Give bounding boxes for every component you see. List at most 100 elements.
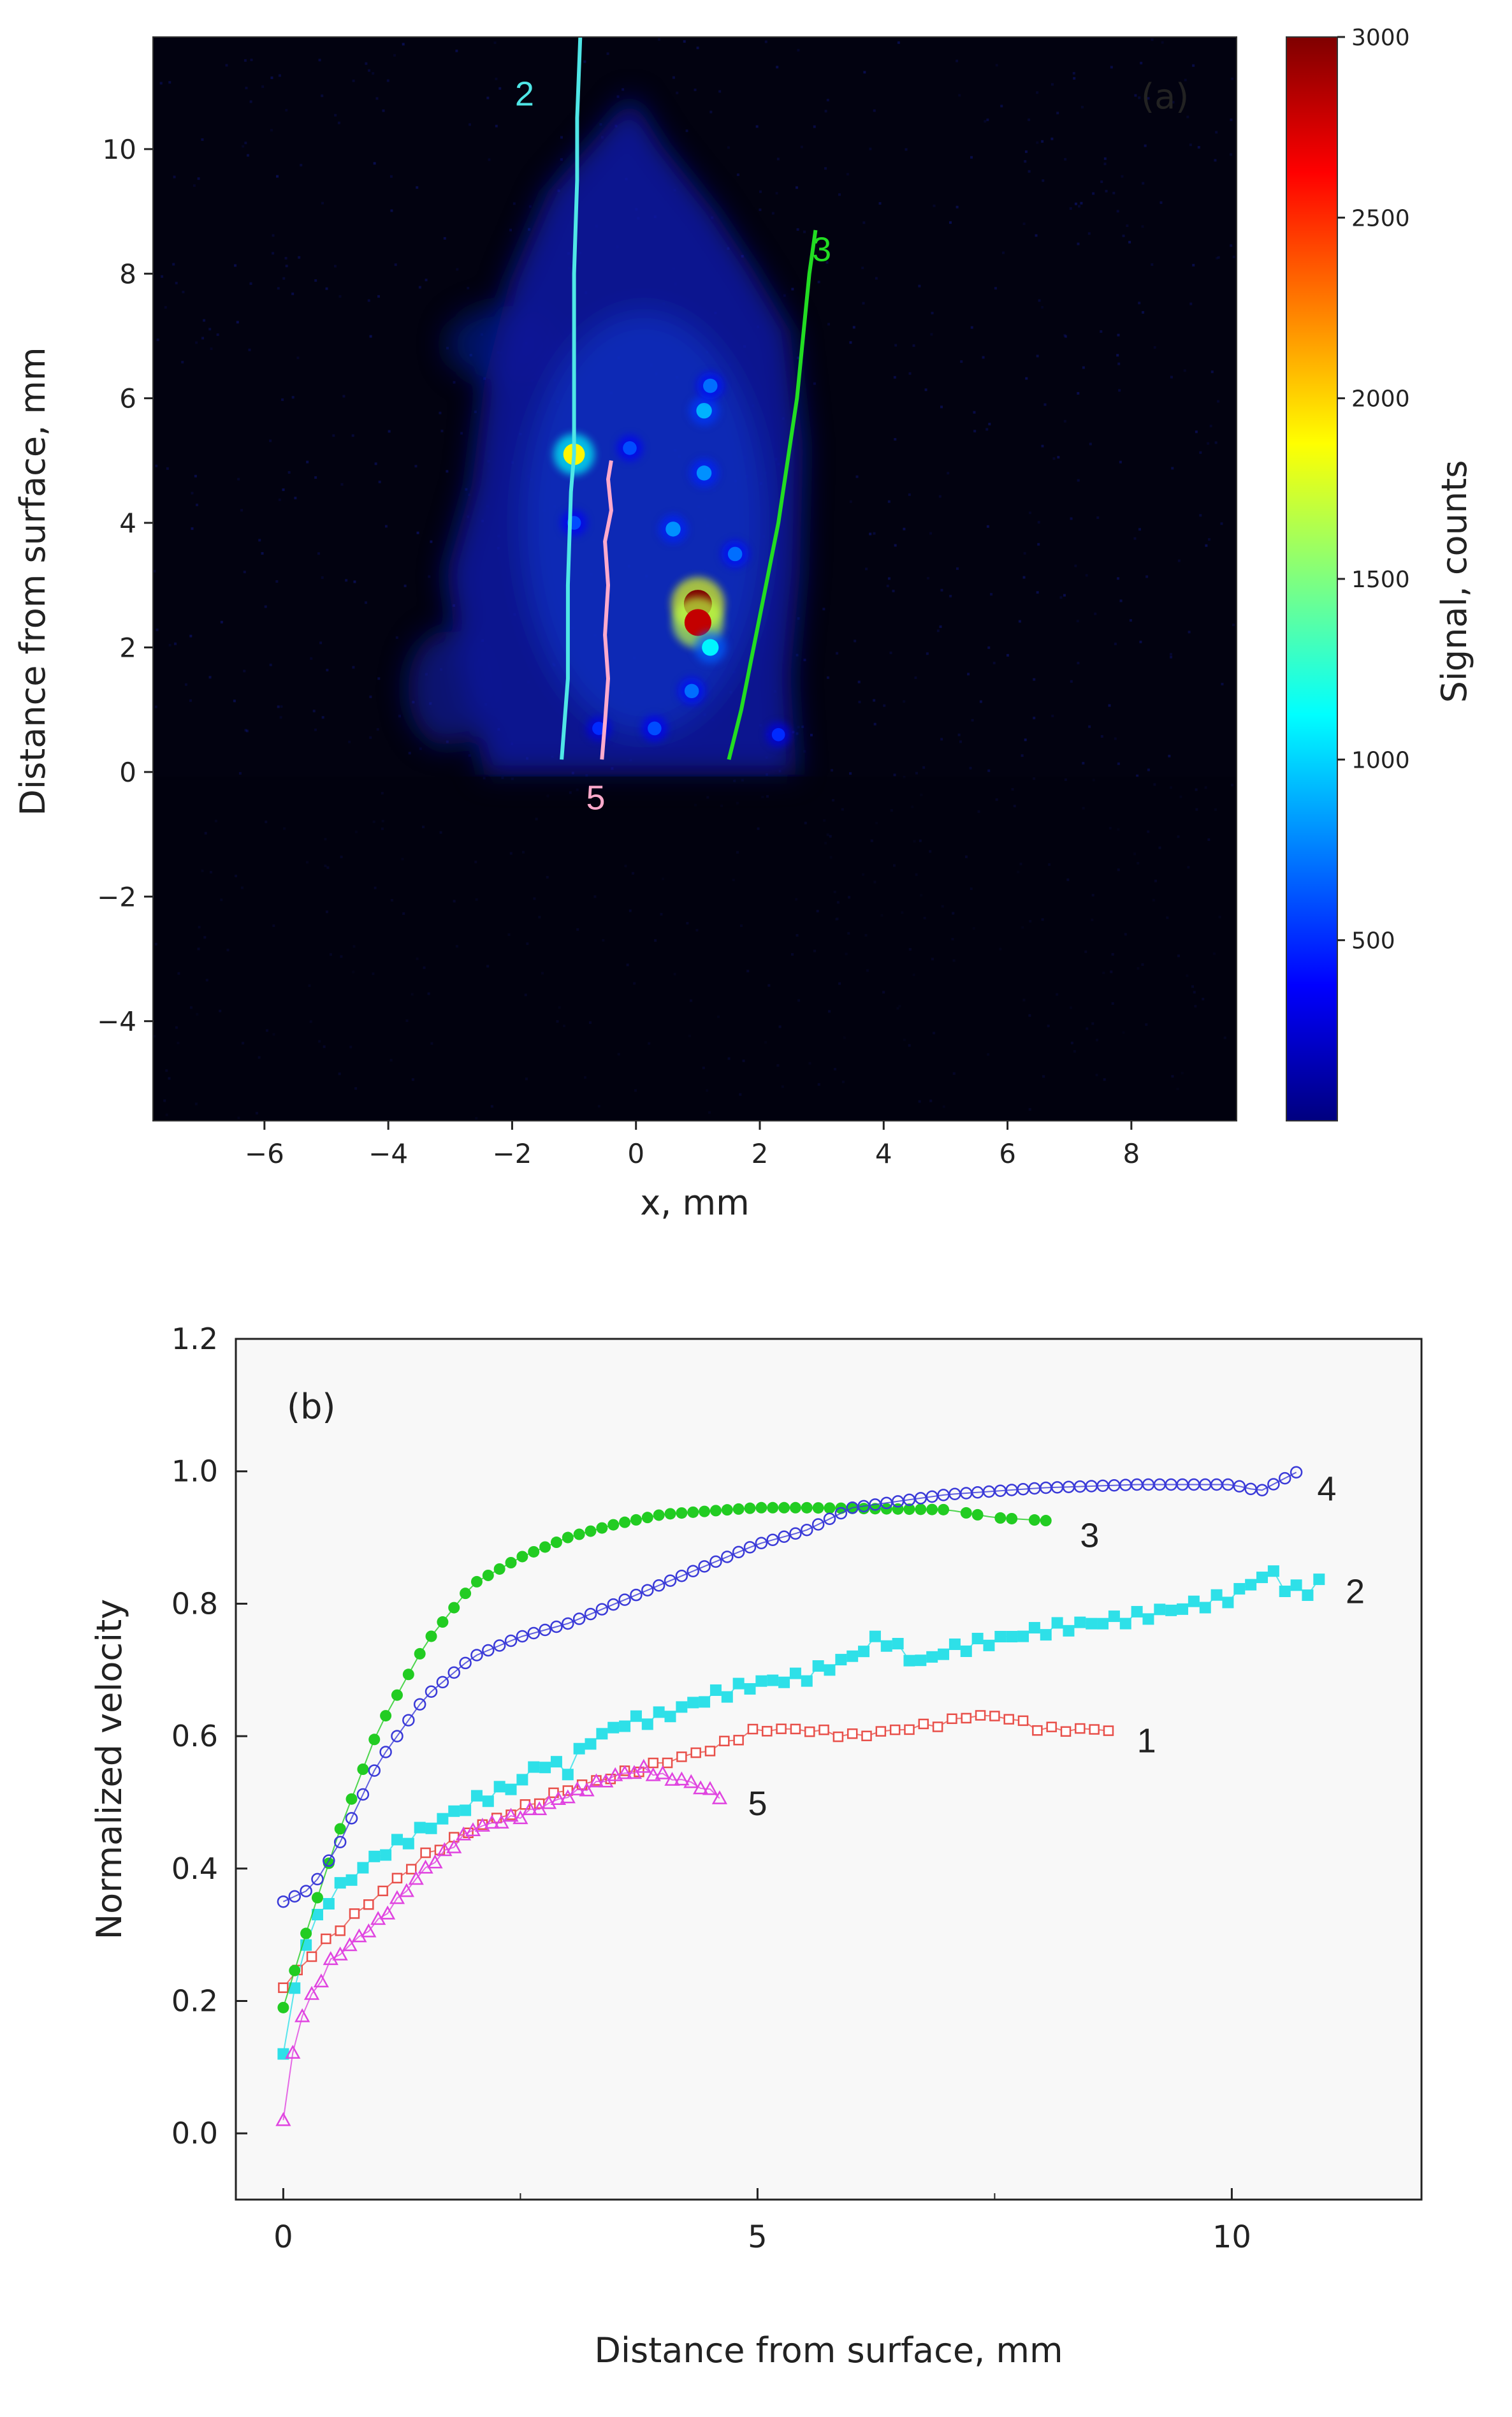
data-point: [1108, 1610, 1120, 1623]
noise-pixel: [240, 509, 244, 512]
noise-pixel: [795, 186, 798, 189]
noise-pixel: [1195, 430, 1198, 434]
colorbar: 500 1000 1500 2000 2500 3000 Signal, counts: [1286, 25, 1474, 1121]
data-point: [824, 1664, 836, 1676]
noise-pixel: [1028, 118, 1031, 121]
y-tick-label: 1.0: [171, 1454, 218, 1489]
data-point: [938, 1503, 950, 1515]
noise-pixel: [718, 90, 722, 93]
noise-pixel: [1103, 163, 1107, 166]
data-point: [398, 1883, 414, 1897]
noise-pixel: [194, 474, 197, 478]
noise-pixel: [1088, 725, 1091, 728]
noise-pixel: [208, 676, 212, 679]
noise-pixel: [1036, 91, 1039, 94]
data-point: [721, 1504, 733, 1516]
noise-pixel: [973, 411, 976, 414]
noise-pixel: [242, 145, 245, 148]
data-point: [699, 1696, 711, 1708]
data-point: [391, 1834, 403, 1846]
noise-pixel: [191, 492, 194, 495]
noise-pixel: [248, 348, 251, 351]
noise-pixel: [161, 275, 164, 278]
noise-pixel: [755, 125, 759, 128]
data-point: [402, 1837, 414, 1850]
data-point: [971, 1508, 984, 1521]
noise-pixel: [1170, 655, 1173, 659]
noise-pixel: [312, 710, 316, 713]
noise-pixel: [365, 62, 368, 65]
noise-pixel: [164, 306, 167, 309]
noise-pixel: [1059, 596, 1063, 599]
noise-pixel: [956, 205, 959, 208]
noise-pixel: [245, 87, 248, 90]
data-point: [811, 1518, 825, 1531]
noise-pixel: [827, 323, 831, 326]
noise-pixel: [468, 754, 471, 757]
noise-pixel: [1023, 551, 1026, 555]
data-point: [425, 1630, 437, 1642]
noise-pixel: [1199, 451, 1202, 454]
noise-pixel: [237, 478, 240, 481]
noise-pixel: [191, 527, 194, 530]
data-point: [692, 1780, 709, 1795]
noise-pixel: [903, 700, 906, 703]
noise-pixel: [244, 142, 247, 145]
data-point: [804, 1726, 815, 1737]
data-point: [655, 1765, 671, 1779]
data-point: [926, 1651, 938, 1663]
data-point: [915, 1654, 927, 1667]
noise-pixel: [957, 733, 961, 736]
data-point: [446, 1839, 462, 1853]
noise-pixel: [376, 728, 379, 731]
hot-spot: [694, 631, 727, 664]
noise-pixel: [1116, 354, 1119, 357]
data-point: [391, 1730, 403, 1742]
noise-pixel: [1121, 175, 1124, 178]
noise-pixel: [216, 333, 219, 336]
noise-pixel: [1041, 305, 1044, 309]
noise-pixel: [1052, 457, 1056, 460]
noise-pixel: [949, 221, 952, 224]
data-point: [704, 1746, 716, 1756]
data-point: [709, 1505, 722, 1517]
noise-pixel: [940, 405, 943, 409]
colorbar-tick-label: 2000: [1351, 386, 1410, 413]
noise-pixel: [181, 361, 184, 364]
noise-pixel: [269, 663, 272, 666]
noise-pixel: [1197, 146, 1200, 149]
data-point: [1245, 1579, 1257, 1591]
noise-pixel: [193, 184, 196, 187]
data-point: [1210, 1589, 1223, 1601]
noise-pixel: [908, 493, 911, 496]
noise-pixel: [970, 156, 973, 159]
noise-pixel: [1117, 762, 1120, 765]
y-tick-label: 6: [119, 383, 136, 414]
noise-pixel: [1033, 717, 1036, 720]
y-tick-label: 0.8: [171, 1586, 218, 1621]
noise-pixel: [973, 430, 977, 433]
data-point: [1028, 1514, 1040, 1526]
noise-pixel: [875, 277, 878, 280]
y-tick-label: 10: [103, 134, 136, 165]
noise-pixel: [685, 129, 688, 133]
data-point: [408, 1871, 424, 1885]
noise-pixel: [929, 532, 933, 535]
noise-pixel: [334, 113, 337, 117]
data-point: [1267, 1565, 1279, 1577]
series-2: [277, 1565, 1325, 2060]
noise-pixel: [1077, 242, 1080, 245]
noise-pixel: [940, 738, 943, 741]
noise-pixel: [959, 740, 963, 743]
noise-pixel: [1159, 201, 1163, 204]
noise-pixel: [583, 60, 586, 63]
noise-pixel: [277, 705, 280, 708]
noise-pixel: [863, 71, 866, 74]
data-point: [1177, 1603, 1189, 1615]
data-point: [300, 1927, 312, 1939]
noise-pixel: [196, 503, 199, 506]
data-point: [858, 1646, 870, 1658]
noise-pixel: [174, 642, 177, 645]
data-point: [653, 1706, 665, 1718]
